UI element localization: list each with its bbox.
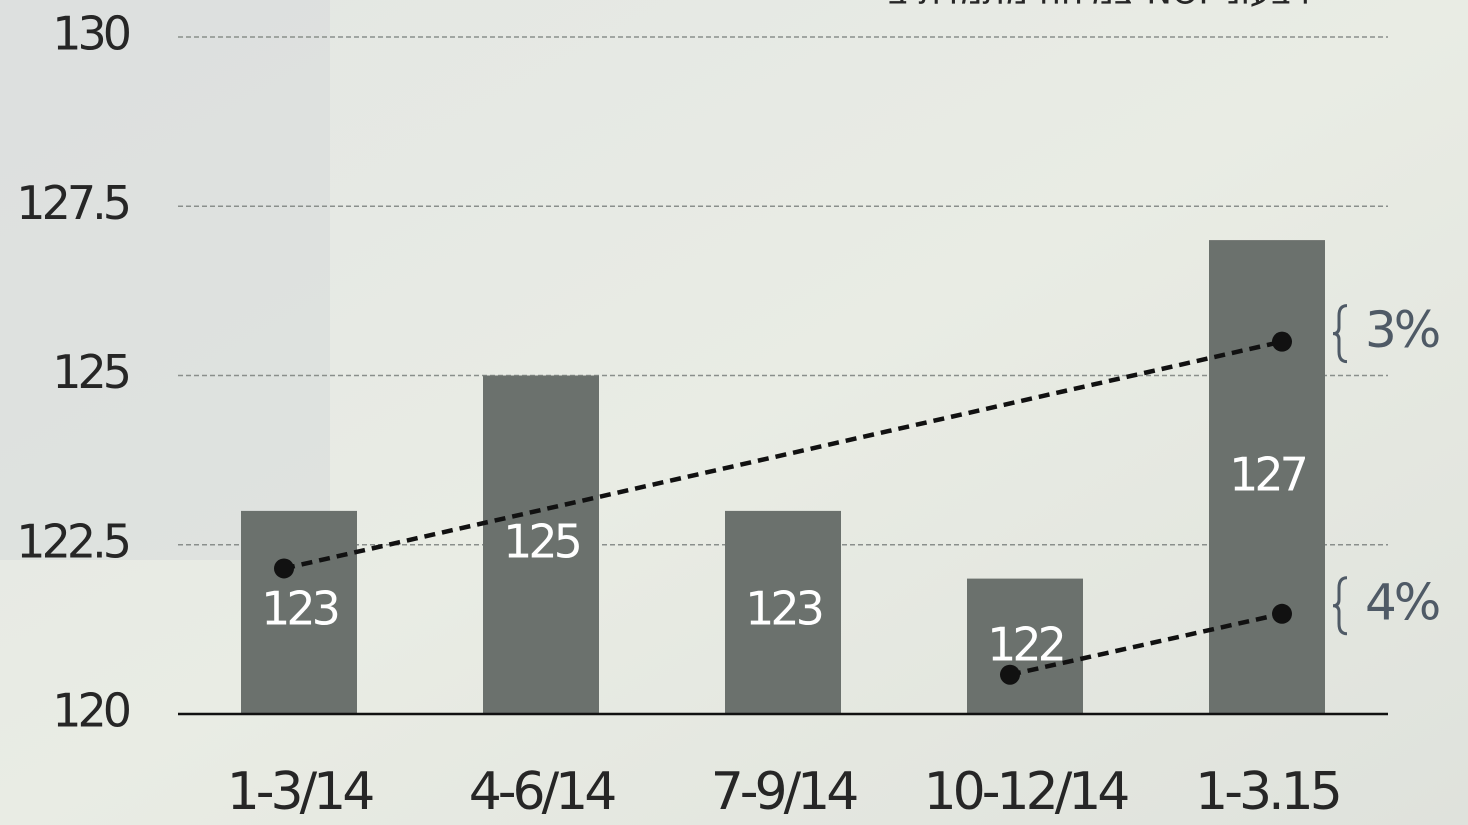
trend-point: [1272, 332, 1292, 352]
chart-title: צמיחה מתמדת ב-NOI רבעוני: [888, 0, 1310, 13]
x-tick-label: 7-9/14: [711, 762, 858, 822]
trend-point: [1272, 604, 1292, 624]
y-tick-label: 120: [52, 684, 130, 738]
value-label: 127: [1229, 448, 1306, 502]
value-label: 123: [745, 582, 822, 636]
y-tick-label: 125: [52, 345, 129, 399]
trend-label: 4%: [1365, 573, 1439, 631]
x-tick-label: 1-3/14: [227, 762, 374, 822]
trend-point: [1000, 665, 1020, 685]
value-label: 125: [503, 515, 580, 569]
x-tick-label: 10-12/14: [924, 762, 1129, 822]
x-tick-label: 1-3.15: [1195, 762, 1339, 822]
trend-label: 3%: [1365, 301, 1439, 359]
value-label: 123: [261, 582, 338, 636]
trend-point: [274, 558, 294, 578]
x-tick-label: 4-6/14: [469, 762, 616, 822]
y-tick-label: 122.5: [16, 514, 128, 568]
y-tick-label: 130: [52, 7, 130, 61]
background-building: [0, 0, 330, 560]
chart: צמיחה מתמדת ב-NOI רבעוני 120 122.5 125 127.…: [0, 0, 1468, 825]
y-tick-label: 127.5: [16, 176, 128, 230]
